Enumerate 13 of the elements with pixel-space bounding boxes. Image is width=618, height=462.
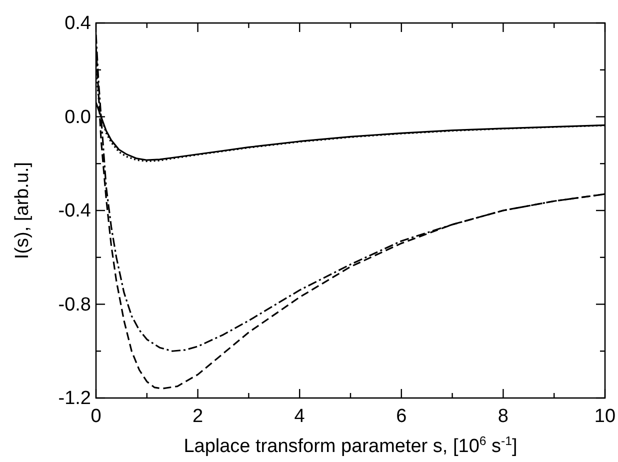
y-tick-label: 0.0	[64, 106, 91, 128]
y-axis-title: I(s), [arb.u.]	[12, 162, 33, 260]
y-tick-label: -0.8	[58, 294, 91, 316]
y-tick-label: -1.2	[58, 388, 91, 409]
y-tick-label: -0.4	[58, 200, 92, 222]
x-tick-label: 10	[594, 406, 616, 427]
y-tick-label: 0.4	[64, 13, 92, 34]
x-tick-label: 4	[294, 406, 306, 427]
x-tick-label: 8	[498, 406, 508, 427]
x-tick-label: 6	[396, 406, 407, 427]
x-tick-label: 2	[192, 406, 204, 427]
x-tick-label: 0	[90, 406, 102, 427]
x-axis-title: Laplace transform parameter s, [10$^{6}$ s$^{-1}$]	[184, 434, 518, 457]
